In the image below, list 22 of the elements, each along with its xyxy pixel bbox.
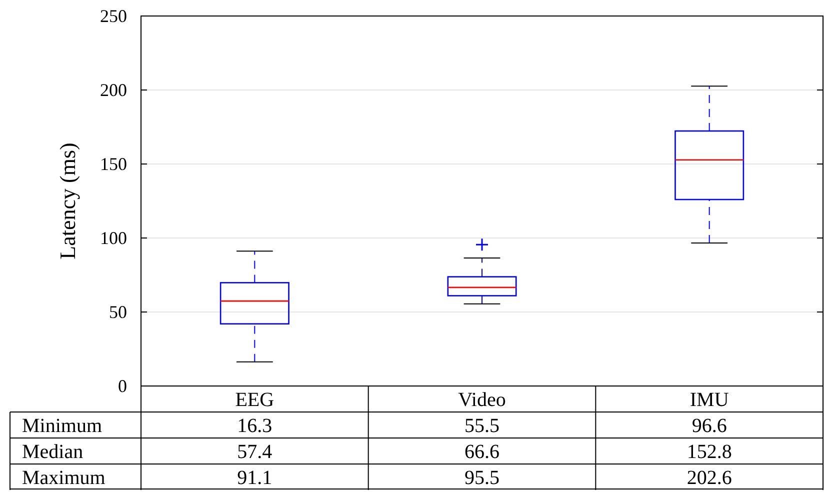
- y-tick-label: 50: [109, 302, 127, 322]
- y-tick-label: 250: [100, 6, 127, 26]
- x-tick-label: EEG: [235, 389, 274, 411]
- text: 202.6: [686, 467, 732, 489]
- text: 55.5: [464, 415, 500, 437]
- text: Minimum: [22, 415, 102, 437]
- y-tick-label: 200: [100, 80, 127, 100]
- text: Maximum: [22, 467, 106, 489]
- y-axis-title: Latency (ms): [55, 142, 80, 260]
- x-tick-label: IMU: [690, 389, 730, 411]
- text: 96.6: [692, 415, 727, 437]
- text: 95.5: [464, 467, 500, 489]
- text: 57.4: [237, 441, 272, 463]
- y-tick-label: 0: [118, 376, 127, 396]
- text: 16.3: [237, 415, 272, 437]
- y-tick-label: 100: [100, 228, 127, 248]
- y-tick-label: 150: [100, 154, 127, 174]
- text: 66.6: [464, 441, 500, 463]
- text: 152.8: [686, 441, 732, 463]
- text: 91.1: [237, 467, 272, 489]
- text: Median: [22, 441, 84, 463]
- x-tick-label: Video: [458, 389, 506, 411]
